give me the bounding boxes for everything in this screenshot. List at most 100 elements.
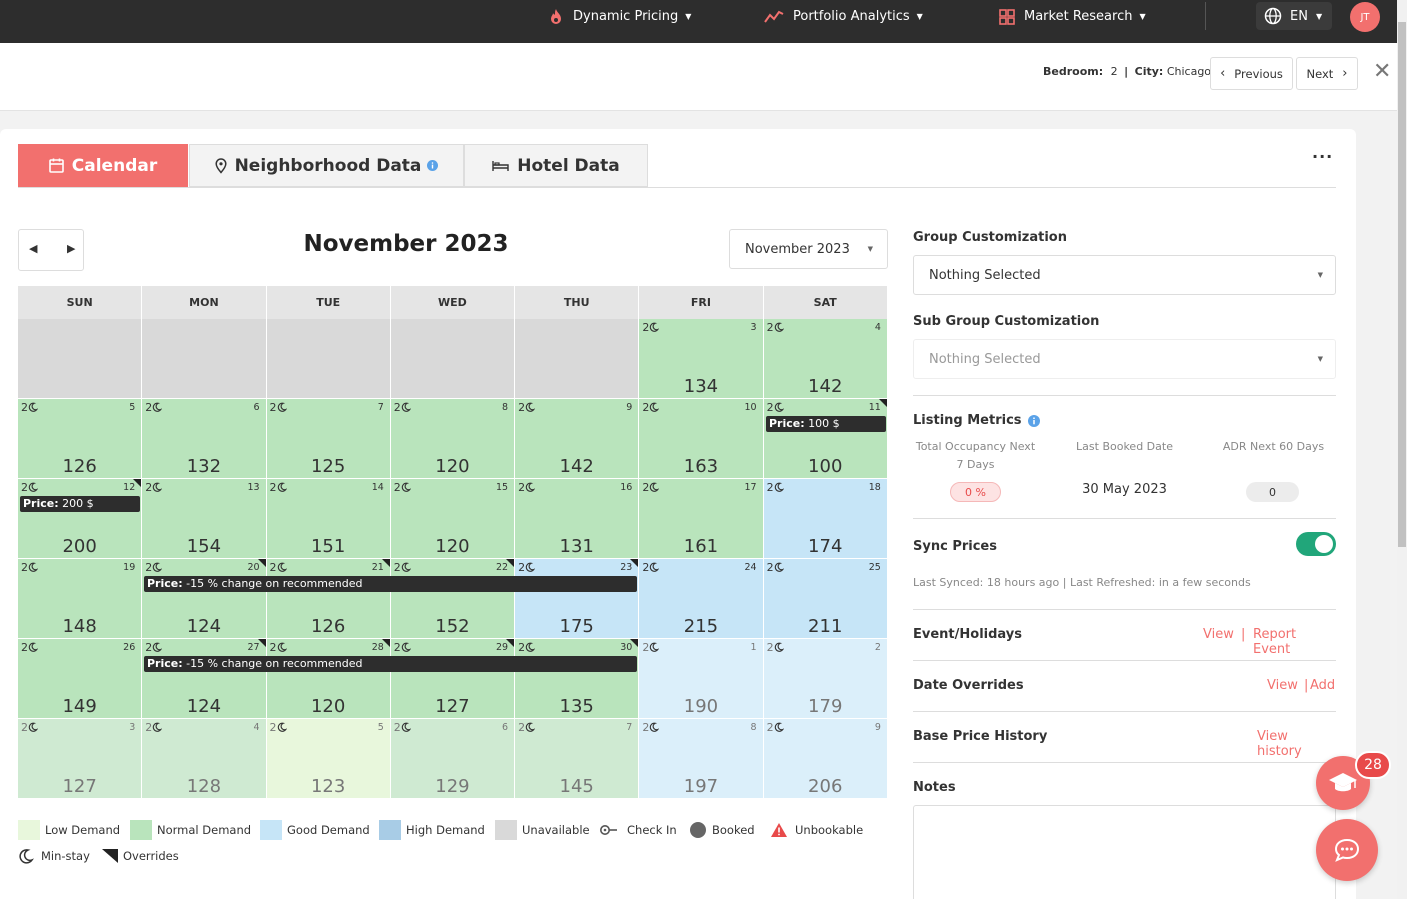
view-history-link[interactable]: View history [1257, 729, 1302, 759]
calendar-day-cell[interactable]: 2 1 190 [639, 639, 764, 719]
calendar-day-cell[interactable]: 2 28 120 [266, 639, 391, 719]
day-price: 125 [310, 456, 346, 477]
info-icon[interactable] [1027, 414, 1040, 427]
min-stay-indicator: 2 [642, 321, 660, 334]
calendar-day-cell[interactable]: 2 26 149 [18, 639, 143, 719]
overrides-view-link[interactable]: View [1267, 678, 1298, 693]
scrollbar-thumb[interactable] [1398, 22, 1406, 547]
calendar-day-cell[interactable]: 2 29 127 [390, 639, 516, 719]
calendar-day-cell[interactable]: 2 3 134 [639, 319, 764, 399]
price-word: Price: [147, 577, 183, 590]
price-override-label[interactable]: Price: 200 $ [20, 496, 140, 512]
calendar-day-cell[interactable]: 2 5 123 [266, 719, 391, 799]
language-selector[interactable]: EN ▼ [1256, 2, 1332, 30]
min-stay-value: 2 [642, 641, 650, 654]
calendar-day-cell[interactable]: 2 3 127 [18, 719, 143, 799]
globe-icon [1264, 7, 1282, 25]
language-label: EN [1290, 8, 1308, 24]
legend-check-in: Check In [600, 820, 677, 840]
moon-icon [650, 322, 660, 332]
moon-icon [277, 402, 287, 412]
tab-hotel-data[interactable]: Hotel Data [464, 144, 648, 187]
next-button[interactable]: Next › [1296, 57, 1358, 90]
price-override-label[interactable]: Price: -15 % change on recommended [144, 576, 637, 592]
day-price: 145 [559, 776, 594, 797]
info-icon[interactable] [427, 160, 439, 171]
calendar-day-cell[interactable]: 2 8 197 [639, 719, 764, 799]
avatar[interactable]: JT [1350, 2, 1380, 32]
nav-dynamic-pricing[interactable]: Dynamic Pricing ▼ [548, 0, 691, 33]
academy-button[interactable] [1316, 756, 1370, 810]
close-icon[interactable]: ✕ [1373, 59, 1392, 84]
calendar-day-cell[interactable]: 2 6 129 [390, 719, 516, 799]
calendar-day-cell[interactable]: 2 14 151 [266, 479, 391, 559]
min-stay-indicator: 2 [21, 401, 39, 414]
legend-overrides: Overrides [102, 846, 179, 866]
overrides-add-link[interactable]: Add [1310, 678, 1336, 693]
price-override-label[interactable]: Price: -15 % change on recommended [144, 656, 637, 672]
calendar-day-cell[interactable]: 2 27 124 [142, 639, 267, 719]
calendar-day-cell[interactable]: 2 2 179 [763, 639, 888, 719]
chevron-down-icon: ▼ [1317, 355, 1323, 363]
nav-market-research[interactable]: Market Research ▼ [999, 0, 1146, 33]
next-month-icon[interactable]: ▶ [67, 242, 76, 255]
nav-portfolio-analytics[interactable]: Portfolio Analytics ▼ [764, 0, 923, 33]
day-number: 13 [247, 482, 260, 493]
tab-calendar[interactable]: Calendar [18, 144, 188, 187]
min-stay-indicator: 2 [394, 641, 412, 654]
prev-month-icon[interactable]: ◀ [29, 242, 38, 255]
calendar-day-cell[interactable]: 2 25 211 [763, 559, 888, 639]
min-stay-indicator: 2 [767, 641, 784, 654]
grid-icon [999, 8, 1015, 25]
more-options-icon[interactable]: ··· [1312, 147, 1334, 166]
calendar-day-cell[interactable]: 2 17 161 [639, 479, 764, 559]
calendar-day-cell[interactable]: 2 5 126 [18, 399, 143, 479]
calendar-day-cell[interactable]: 2 16 131 [515, 479, 640, 559]
calendar-day-cell[interactable]: 2 24 215 [639, 559, 764, 639]
notes-textarea[interactable] [913, 805, 1336, 899]
report-event-link[interactable]: Report Event [1253, 627, 1297, 657]
override-corner-icon [506, 639, 515, 647]
calendar-day-cell[interactable]: 2 9 206 [763, 719, 888, 799]
calendar-day-cell[interactable]: 2 11 100 [763, 399, 888, 479]
calendar-day-cell[interactable]: 2 30 135 [515, 639, 640, 719]
calendar-day-cell[interactable]: 2 4 142 [763, 319, 888, 399]
calendar-day-cell[interactable]: 2 6 132 [142, 399, 267, 479]
calendar-day-cell[interactable]: 2 15 120 [390, 479, 516, 559]
day-price: 134 [683, 376, 719, 397]
calendar-day-cell[interactable]: 2 9 142 [515, 399, 640, 479]
price-override-label[interactable]: Price: 100 $ [766, 416, 886, 432]
legend-normal-demand: Normal Demand [130, 820, 251, 840]
calendar-week-row: 2 3 127 2 4 128 2 5 123 2 6 129 2 7 145 2 8 197 2 9 206 [18, 719, 888, 799]
calendar-day-cell[interactable]: 2 8 120 [390, 399, 516, 479]
day-of-week-header: TUE [266, 286, 391, 319]
previous-button[interactable]: ‹ Previous [1210, 57, 1293, 90]
listing-metrics-header: Listing Metrics [913, 413, 1040, 428]
calendar-day-cell[interactable]: 2 10 163 [639, 399, 764, 479]
chat-button[interactable] [1316, 819, 1378, 881]
calendar-week-row: 2 12 200 2 13 154 2 14 151 2 15 120 2 16 131 2 17 161 2 18 1… [18, 479, 888, 559]
calendar-day-cell[interactable]: 2 7 145 [515, 719, 640, 799]
min-stay-indicator: 2 [394, 401, 412, 414]
city-label: City: [1134, 65, 1164, 78]
calendar-day-cell[interactable]: 2 12 200 [18, 479, 143, 559]
calendar-day-cell[interactable]: 2 13 154 [142, 479, 267, 559]
day-number: 26 [123, 642, 136, 653]
calendar-day-cell[interactable]: 2 4 128 [142, 719, 267, 799]
calendar-day-cell[interactable]: 2 19 148 [18, 559, 143, 639]
tab-neighborhood-data[interactable]: Neighborhood Data [189, 144, 464, 187]
sync-prices-toggle[interactable] [1296, 532, 1336, 556]
override-corner-icon [630, 639, 639, 647]
moon-icon [28, 402, 39, 412]
events-view-link[interactable]: View [1203, 627, 1234, 642]
calendar-day-cell[interactable]: 2 7 125 [266, 399, 391, 479]
month-select[interactable]: November 2023 ▼ [729, 229, 888, 269]
calendar-day-cell[interactable]: 2 21 126 [266, 559, 391, 639]
page-scrollbar[interactable] [1397, 0, 1407, 899]
group-customization-select[interactable]: Nothing Selected ▼ [913, 255, 1336, 295]
calendar-day-cell[interactable]: 2 18 174 [763, 479, 888, 559]
calendar-day-cell[interactable]: 2 22 152 [390, 559, 516, 639]
calendar-day-cell[interactable]: 2 20 124 [142, 559, 267, 639]
sub-group-customization-select[interactable]: Nothing Selected ▼ [913, 339, 1336, 379]
calendar-day-cell[interactable]: 2 23 175 [515, 559, 640, 639]
